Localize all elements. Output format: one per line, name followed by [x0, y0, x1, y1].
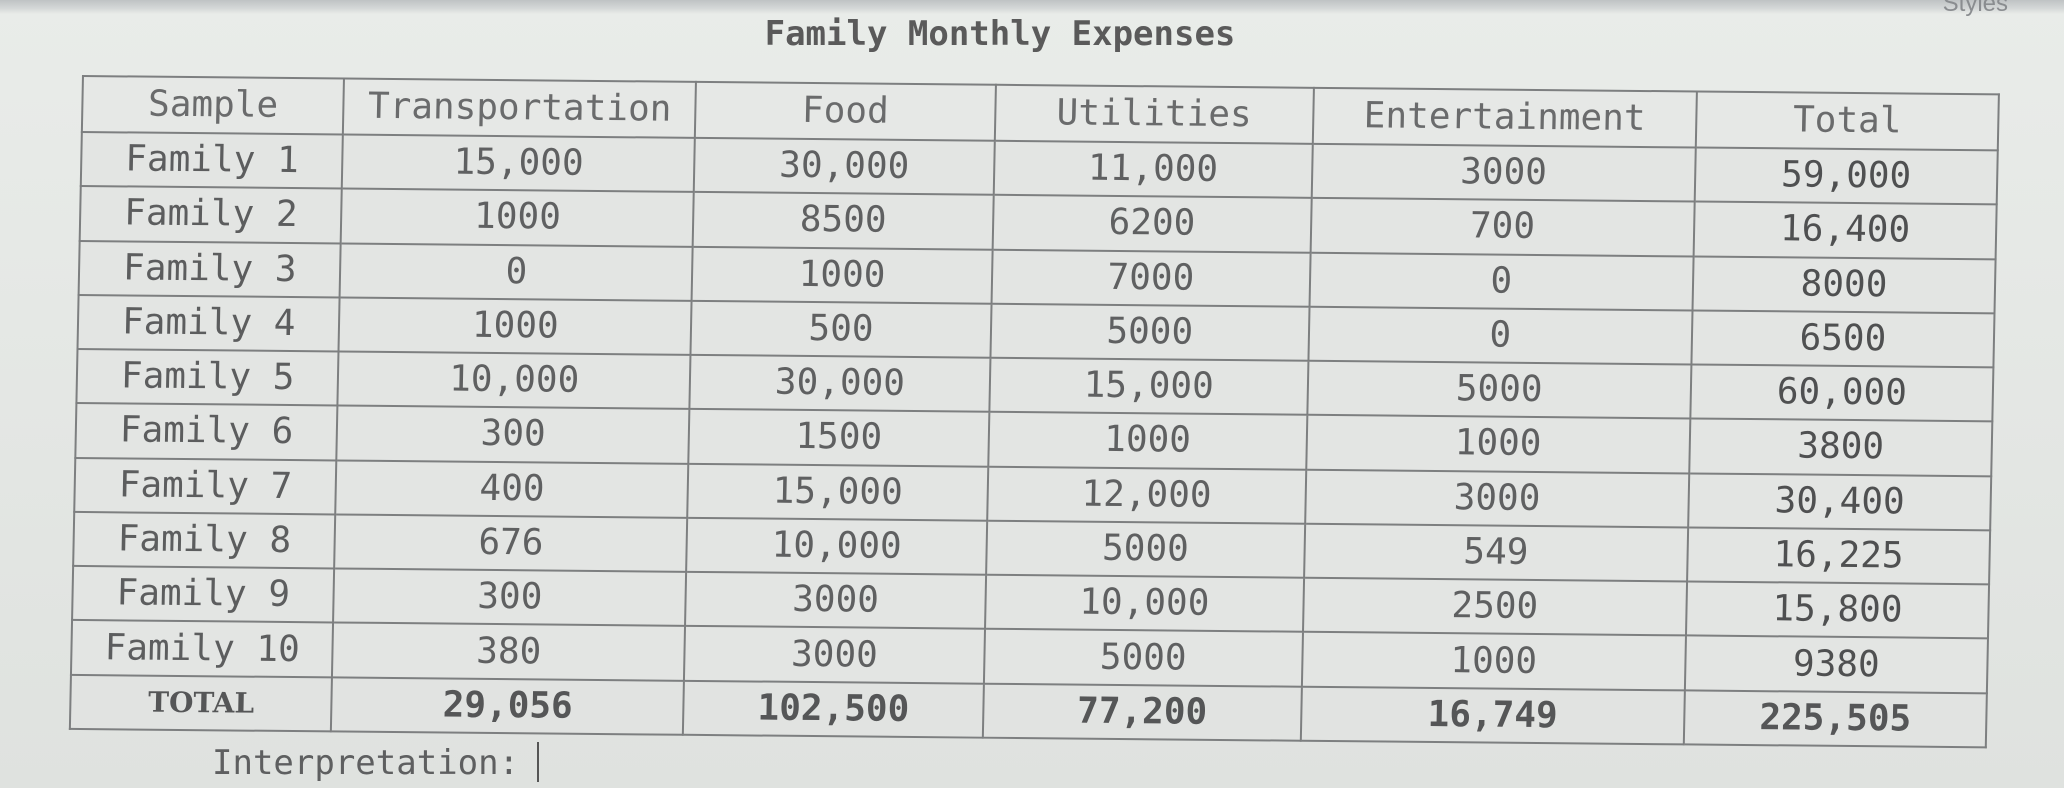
- table-cell[interactable]: 30,000: [689, 354, 991, 413]
- table-cell[interactable]: 5000: [985, 520, 1305, 578]
- table-cell[interactable]: 1000: [1305, 415, 1691, 474]
- table-cell[interactable]: 5000: [1307, 360, 1692, 419]
- styles-button[interactable]: Styles: [1942, 0, 2008, 17]
- table-cell[interactable]: 12,000: [987, 466, 1306, 524]
- document-title: Family Monthly Expenses: [764, 14, 1236, 54]
- table-cell[interactable]: 0: [1309, 252, 1694, 311]
- table-cell[interactable]: 380: [332, 622, 686, 681]
- table-cell[interactable]: 2500: [1302, 577, 1687, 636]
- table-cell[interactable]: 1000: [338, 297, 692, 355]
- table-cell[interactable]: 6500: [1691, 310, 1995, 368]
- table-cell[interactable]: 10,000: [686, 517, 988, 575]
- table-cell[interactable]: 30,000: [693, 137, 995, 196]
- table-cell[interactable]: 5000: [990, 303, 1310, 361]
- table-cell[interactable]: 15,000: [989, 357, 1309, 416]
- table-cell[interactable]: 0: [1308, 306, 1693, 365]
- table-cell[interactable]: 3000: [1311, 143, 1696, 202]
- header-utilities[interactable]: Utilities: [994, 84, 1314, 144]
- table-cell[interactable]: 676: [334, 514, 688, 572]
- table-cell[interactable]: 500: [690, 300, 992, 358]
- expenses-table: Sample Transportation Food Utilities Ent…: [69, 75, 2000, 748]
- total-cell[interactable]: 77,200: [982, 683, 1302, 741]
- table-cell[interactable]: 3000: [1304, 469, 1690, 528]
- table-cell[interactable]: 3000: [684, 626, 985, 684]
- table-cell[interactable]: 400: [335, 460, 689, 518]
- table-cell[interactable]: Family 1: [80, 132, 344, 189]
- table-cell[interactable]: Family 3: [78, 240, 342, 298]
- table-cell[interactable]: 300: [333, 568, 687, 627]
- table-cell[interactable]: 16,400: [1693, 201, 1997, 259]
- table-cell[interactable]: 8500: [692, 192, 994, 250]
- table-cell[interactable]: 1500: [688, 409, 990, 467]
- table-cell[interactable]: 10,000: [337, 351, 691, 410]
- table-cell[interactable]: Family 6: [75, 403, 338, 461]
- table-cell[interactable]: 549: [1303, 523, 1689, 582]
- total-label-cell[interactable]: TOTAL: [69, 674, 333, 732]
- total-cell[interactable]: 29,056: [331, 677, 685, 735]
- table-cell[interactable]: 7000: [991, 249, 1311, 307]
- table-cell[interactable]: 1000: [1301, 632, 1686, 691]
- table-cell[interactable]: 1000: [341, 188, 694, 247]
- table-cell[interactable]: 10,000: [984, 574, 1304, 633]
- header-transportation[interactable]: Transportation: [343, 78, 697, 138]
- table-cell[interactable]: Family 5: [76, 349, 339, 406]
- grand-total-cell[interactable]: 225,505: [1683, 690, 1987, 748]
- table-cell[interactable]: 15,000: [342, 134, 695, 193]
- header-total[interactable]: Total: [1695, 91, 1999, 151]
- expenses-table-container: Sample Transportation Food Utilities Ent…: [69, 75, 2000, 748]
- header-sample[interactable]: Sample: [81, 76, 345, 135]
- table-cell[interactable]: Family 2: [79, 186, 343, 244]
- table-cell[interactable]: Family 9: [72, 566, 335, 623]
- table-cell[interactable]: 700: [1310, 198, 1695, 257]
- table-cell[interactable]: 1000: [988, 412, 1308, 470]
- table-cell[interactable]: 3000: [685, 571, 986, 630]
- table-cell[interactable]: 1000: [691, 246, 993, 304]
- table-cell[interactable]: 6200: [992, 195, 1312, 253]
- toolbar-strip: [0, 0, 2064, 14]
- table-cell[interactable]: Family 8: [73, 511, 336, 569]
- total-cell[interactable]: 16,749: [1300, 686, 1685, 745]
- text-cursor: [537, 742, 540, 782]
- total-cell[interactable]: 102,500: [682, 680, 984, 738]
- header-entertainment[interactable]: Entertainment: [1312, 87, 1697, 148]
- table-cell[interactable]: 5000: [983, 629, 1303, 687]
- table-cell[interactable]: Family 10: [70, 620, 334, 678]
- table-cell[interactable]: 9380: [1684, 635, 1988, 693]
- interpretation-line[interactable]: Interpretation:: [212, 742, 540, 783]
- table-cell[interactable]: 3800: [1689, 418, 1993, 476]
- table-cell[interactable]: 300: [336, 405, 690, 464]
- table-cell[interactable]: 15,800: [1685, 581, 1990, 639]
- table-cell[interactable]: 11,000: [993, 140, 1313, 199]
- table-cell[interactable]: Family 7: [74, 457, 337, 515]
- interpretation-label: Interpretation:: [212, 743, 520, 783]
- table-cell[interactable]: 16,225: [1686, 527, 1991, 585]
- table-cell[interactable]: 0: [340, 243, 693, 301]
- table-cell[interactable]: 15,000: [687, 463, 989, 521]
- table-cell[interactable]: Family 4: [77, 294, 341, 352]
- header-food[interactable]: Food: [694, 81, 996, 141]
- table-cell[interactable]: 30,400: [1688, 473, 1992, 531]
- table-cell[interactable]: 59,000: [1694, 147, 1998, 205]
- table-cell[interactable]: 60,000: [1690, 364, 1994, 422]
- table-cell[interactable]: 8000: [1692, 256, 1996, 314]
